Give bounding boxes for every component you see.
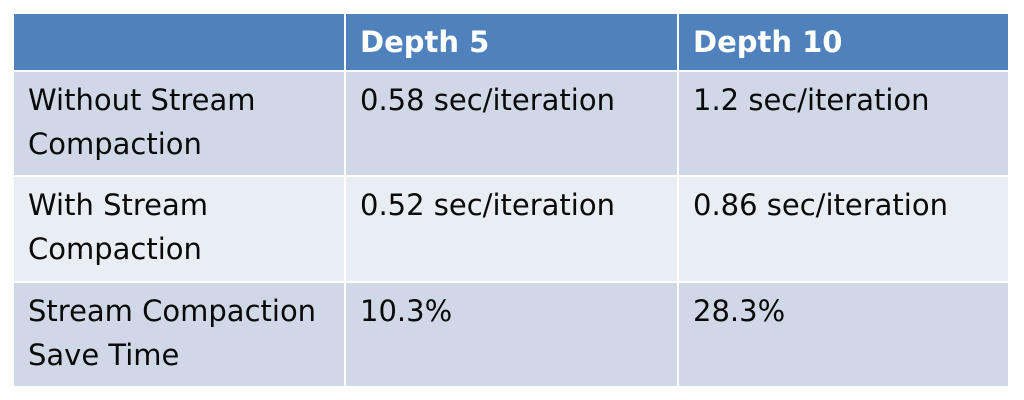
results-table: Depth 5 Depth 10 Without Stream Compacti… (12, 12, 1010, 389)
table-cell: 28.3% (677, 280, 1010, 389)
table-row: Without Stream Compaction 0.58 sec/itera… (12, 69, 1010, 178)
results-table-container: Depth 5 Depth 10 Without Stream Compacti… (12, 12, 1010, 389)
header-row: Depth 5 Depth 10 (12, 12, 1010, 72)
row-label: Stream Compaction Save Time (12, 280, 346, 389)
table-cell: 1.2 sec/iteration (677, 69, 1010, 178)
header-cell-depth-5: Depth 5 (344, 12, 679, 72)
table-row: With Stream Compaction 0.52 sec/iteratio… (12, 175, 1010, 283)
table-row: Stream Compaction Save Time 10.3% 28.3% (12, 280, 1010, 389)
table-cell: 10.3% (344, 280, 679, 389)
header-cell-depth-10: Depth 10 (677, 12, 1010, 72)
table-cell: 0.52 sec/iteration (344, 175, 679, 283)
table-cell: 0.86 sec/iteration (677, 175, 1010, 283)
row-label: With Stream Compaction (12, 175, 346, 283)
table-cell: 0.58 sec/iteration (344, 69, 679, 178)
row-label: Without Stream Compaction (12, 69, 346, 178)
header-cell-corner (12, 12, 346, 72)
